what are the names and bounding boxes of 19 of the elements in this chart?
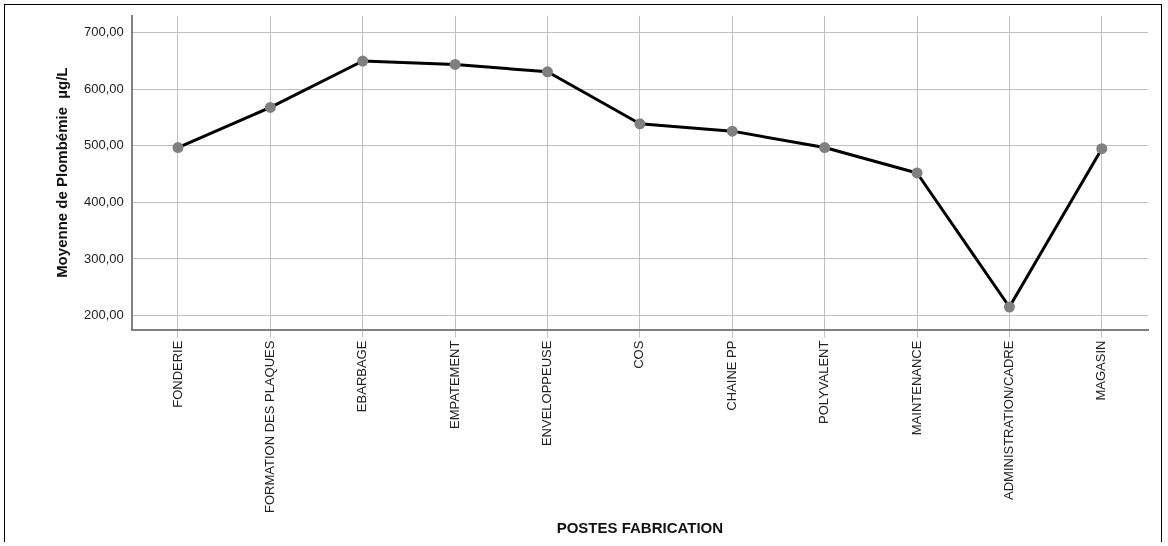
x-axis-title: POSTES FABRICATION [556,519,724,537]
y-tick-label: 400,00 [84,193,124,209]
x-tick-label: CHAINE PP [723,340,739,411]
y-tick-label: 600,00 [84,80,124,96]
x-tick-label: EMPATEMENT [446,340,462,429]
x-tick-label: EBARBAGE [354,340,370,413]
x-tick-label: MAINTENANCE [908,340,924,436]
x-tick-label: FONDERIE [169,340,185,408]
x-tick-label: POLYVALENT [816,340,832,424]
x-tick-label: ENVELOPPEUSE [539,340,555,447]
y-tick-label: 700,00 [84,24,124,40]
x-tick-label: MAGASIN [1093,340,1109,401]
y-tick-label: 500,00 [84,137,124,153]
x-tick-label: FORMATION DES PLAQUES [261,340,277,514]
y-tick-label: 300,00 [84,250,124,266]
y-axis-title: Moyenne de Plombémie µg/L [53,67,71,278]
x-tick-label: ADMINISTRATION/CADRE [1001,340,1016,500]
y-tick-label: 200,00 [84,307,124,323]
x-tick-label: COS [631,340,647,369]
